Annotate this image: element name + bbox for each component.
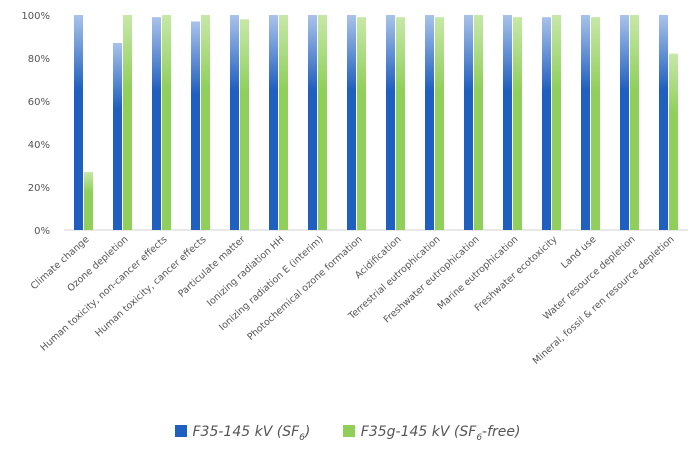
bar-series-2-0 — [84, 171, 93, 230]
bar-series-2-5 — [279, 15, 288, 230]
bar-series-2-13 — [591, 17, 600, 231]
bar-series-1-10 — [464, 15, 473, 230]
category-label: Mineral, fossil & ren resource depletion — [531, 234, 677, 367]
bar-series-2-3 — [201, 15, 210, 230]
bar-series-1-13 — [581, 15, 590, 230]
bar-series-2-6 — [318, 15, 327, 230]
bar-series-2-9 — [435, 17, 444, 231]
legend-label-series-1: F35-145 kV (SF — [192, 424, 300, 440]
legend-tail-series-2: -free) — [482, 424, 521, 440]
bars — [74, 15, 678, 231]
bar-series-2-8 — [396, 17, 405, 231]
bar-series-1-0 — [74, 15, 83, 230]
y-tick-label: 100% — [21, 11, 50, 22]
bar-series-2-14 — [630, 15, 639, 230]
bar-series-1-5 — [269, 15, 278, 230]
category-label: Particulate matter — [176, 234, 247, 300]
bar-series-2-12 — [552, 15, 561, 230]
bar-series-2-1 — [123, 15, 132, 230]
bar-series-1-6 — [308, 15, 317, 230]
legend: F35-145 kV (SF6) F35g-145 kV (SF6-free) — [0, 424, 695, 443]
bar-series-1-2 — [152, 17, 161, 231]
bar-series-2-11 — [513, 17, 522, 231]
bar-series-1-7 — [347, 15, 356, 230]
legend-swatch-series-2 — [342, 425, 355, 437]
y-tick-label: 60% — [28, 97, 50, 108]
bar-series-1-15 — [659, 15, 668, 230]
bar-series-2-7 — [357, 17, 366, 231]
y-tick-label: 80% — [28, 54, 50, 65]
category-label: Ionizing radiation HH — [205, 234, 286, 309]
y-tick-label: 40% — [28, 140, 50, 151]
bar-series-1-11 — [503, 15, 512, 230]
bar-series-2-4 — [240, 19, 249, 230]
y-axis-ticks: 0% 20% 40% 60% 80% 100% — [21, 11, 50, 237]
bar-series-1-14 — [620, 15, 629, 230]
bar-series-1-9 — [425, 15, 434, 230]
bar-series-2-15 — [669, 53, 678, 231]
legend-item-series-1: F35-145 kV (SF6) — [174, 424, 311, 443]
legend-tail-series-1: ) — [304, 424, 311, 440]
legend-swatch-series-1 — [174, 425, 187, 437]
bar-series-1-1 — [113, 42, 122, 231]
bar-series-1-12 — [542, 17, 551, 231]
legend-sub-series-1: 6 — [299, 432, 305, 443]
bar-series-1-3 — [191, 21, 200, 231]
bar-series-2-2 — [162, 15, 171, 230]
legend-item-series-2: F35g-145 kV (SF6-free) — [342, 424, 521, 443]
legend-label-series-2: F35g-145 kV (SF — [360, 424, 477, 440]
y-tick-label: 20% — [28, 183, 50, 194]
bar-series-1-8 — [386, 15, 395, 230]
legend-sub-series-2: 6 — [476, 432, 483, 443]
bar-series-1-4 — [230, 15, 239, 230]
category-label: Land use — [559, 234, 598, 271]
y-tick-label: 0% — [34, 226, 50, 237]
bar-series-2-10 — [474, 15, 483, 230]
